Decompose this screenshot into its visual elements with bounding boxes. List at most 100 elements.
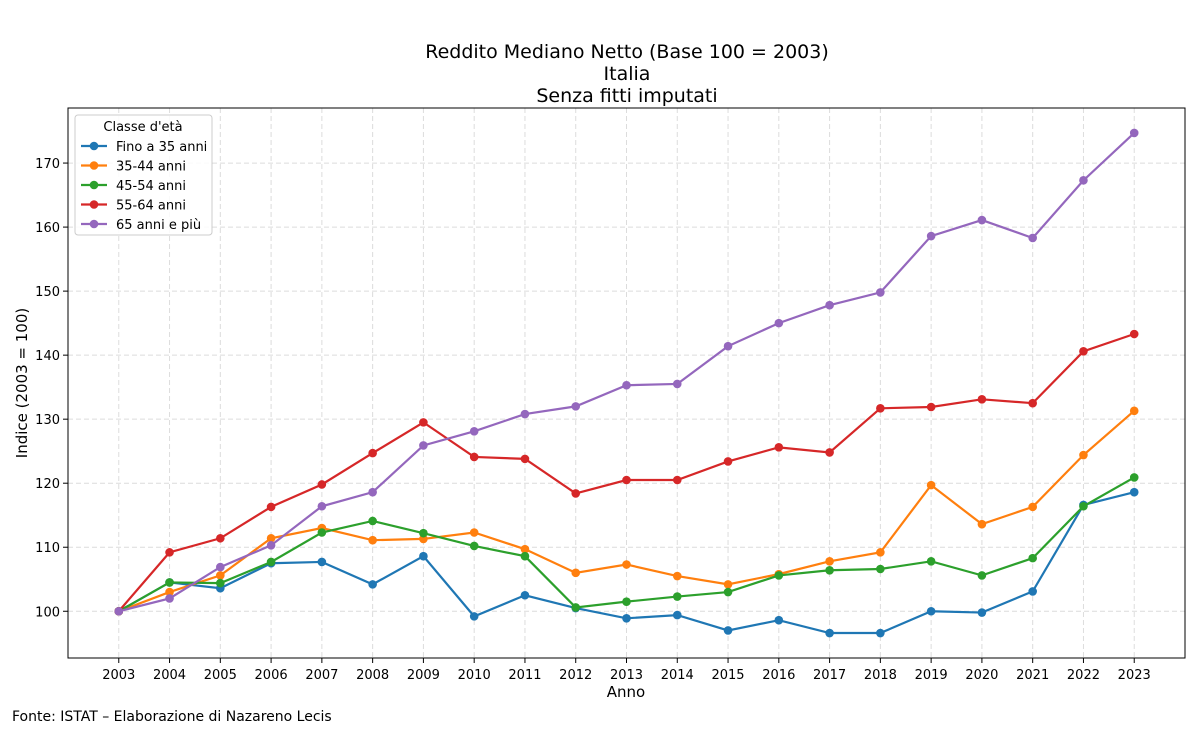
x-tick-label: 2009 bbox=[407, 668, 440, 683]
data-point bbox=[317, 528, 327, 537]
data-point bbox=[469, 612, 479, 621]
data-point bbox=[266, 557, 276, 567]
data-point bbox=[419, 551, 428, 561]
legend-title: Classe d'età bbox=[103, 120, 182, 135]
data-point bbox=[876, 288, 885, 297]
data-point bbox=[876, 403, 885, 413]
data-point bbox=[926, 606, 936, 616]
data-point bbox=[1028, 233, 1037, 243]
data-point bbox=[520, 590, 530, 600]
data-point bbox=[419, 528, 428, 538]
data-point bbox=[165, 578, 174, 587]
y-tick-label: 170 bbox=[35, 157, 60, 172]
series-3 bbox=[114, 473, 1139, 616]
data-point bbox=[774, 571, 784, 580]
y-tick-label: 120 bbox=[35, 477, 60, 492]
data-point bbox=[672, 379, 682, 389]
data-point bbox=[216, 578, 225, 588]
data-point bbox=[571, 568, 581, 578]
legend-label: 35-44 anni bbox=[116, 160, 186, 175]
data-point bbox=[571, 489, 581, 498]
data-point bbox=[825, 628, 834, 638]
data-point bbox=[520, 409, 530, 419]
x-tick-label: 2016 bbox=[762, 668, 795, 683]
legend: Classe d'età Fino a 35 anni 35-44 anni 45-5… bbox=[74, 114, 213, 236]
data-point bbox=[876, 628, 885, 638]
x-tick-label: 2012 bbox=[559, 668, 592, 683]
data-point bbox=[1079, 501, 1088, 511]
data-point bbox=[1129, 329, 1139, 339]
data-point bbox=[1028, 502, 1037, 512]
data-point bbox=[926, 231, 936, 241]
data-point bbox=[165, 587, 174, 597]
data-point bbox=[1129, 128, 1139, 138]
y-axis-label: Indice (2003 = 100) bbox=[13, 308, 31, 458]
x-tick-label: 2013 bbox=[610, 668, 643, 683]
x-tick-label: 2007 bbox=[305, 668, 338, 683]
data-point bbox=[977, 519, 987, 529]
data-point bbox=[774, 615, 784, 625]
x-tick-label: 2020 bbox=[965, 668, 998, 683]
grid bbox=[68, 108, 1185, 658]
data-point bbox=[926, 402, 936, 412]
data-point bbox=[672, 610, 682, 620]
data-point bbox=[469, 452, 479, 462]
source-footer: Fonte: ISTAT – Elaborazione di Nazareno … bbox=[12, 709, 332, 725]
x-tick-label: 2004 bbox=[153, 668, 186, 683]
data-point bbox=[622, 475, 631, 485]
data-point bbox=[774, 318, 784, 328]
data-point bbox=[926, 557, 936, 566]
data-point bbox=[317, 557, 327, 567]
data-point bbox=[977, 395, 987, 404]
x-tick-label: 2003 bbox=[102, 668, 135, 683]
data-point bbox=[266, 541, 276, 550]
data-point bbox=[1028, 553, 1037, 563]
data-point bbox=[520, 454, 530, 464]
chart-title-line-2: Italia bbox=[604, 63, 651, 85]
data-point bbox=[469, 528, 479, 537]
data-point bbox=[520, 544, 530, 554]
data-point bbox=[825, 565, 834, 575]
legend-swatch-marker bbox=[89, 161, 99, 170]
data-point bbox=[216, 571, 225, 580]
data-point bbox=[825, 300, 834, 310]
x-tick-label: 2011 bbox=[508, 668, 541, 683]
x-tick-label: 2022 bbox=[1067, 668, 1100, 683]
data-point bbox=[165, 594, 174, 603]
data-point bbox=[1028, 398, 1037, 408]
data-point bbox=[723, 457, 733, 466]
data-point bbox=[1079, 176, 1088, 185]
chart-title-line-3: Senza fitti imputati bbox=[536, 85, 717, 107]
data-point bbox=[469, 427, 479, 436]
legend-swatch-marker bbox=[89, 180, 99, 190]
data-point bbox=[876, 548, 885, 557]
y-tick-label: 100 bbox=[35, 605, 60, 620]
x-tick-label: 2008 bbox=[356, 668, 389, 683]
data-point bbox=[216, 562, 225, 572]
data-point bbox=[469, 541, 479, 551]
data-point bbox=[317, 501, 327, 511]
legend-swatch-marker bbox=[89, 141, 99, 151]
data-point bbox=[571, 603, 581, 612]
data-point bbox=[216, 533, 225, 543]
data-point bbox=[114, 606, 124, 616]
data-point bbox=[1028, 587, 1037, 596]
y-tick-label: 150 bbox=[35, 285, 60, 300]
x-tick-label: 2019 bbox=[915, 668, 948, 683]
axes: 2003 2004 2005 2006 2007 2008 2009 2010 2011 2012… bbox=[35, 107, 1186, 683]
legend-label: 45-54 anni bbox=[116, 179, 186, 194]
data-point bbox=[368, 516, 377, 526]
data-point bbox=[622, 614, 631, 623]
data-point bbox=[266, 502, 276, 512]
y-tick-label: 110 bbox=[35, 541, 60, 556]
data-point bbox=[368, 535, 377, 545]
data-point bbox=[368, 448, 377, 458]
legend-box bbox=[74, 114, 213, 236]
data-point bbox=[672, 571, 682, 581]
data-point bbox=[165, 548, 174, 557]
data-point bbox=[774, 443, 784, 452]
x-tick-label: 2018 bbox=[864, 668, 897, 683]
x-tick-label: 2017 bbox=[813, 668, 846, 683]
